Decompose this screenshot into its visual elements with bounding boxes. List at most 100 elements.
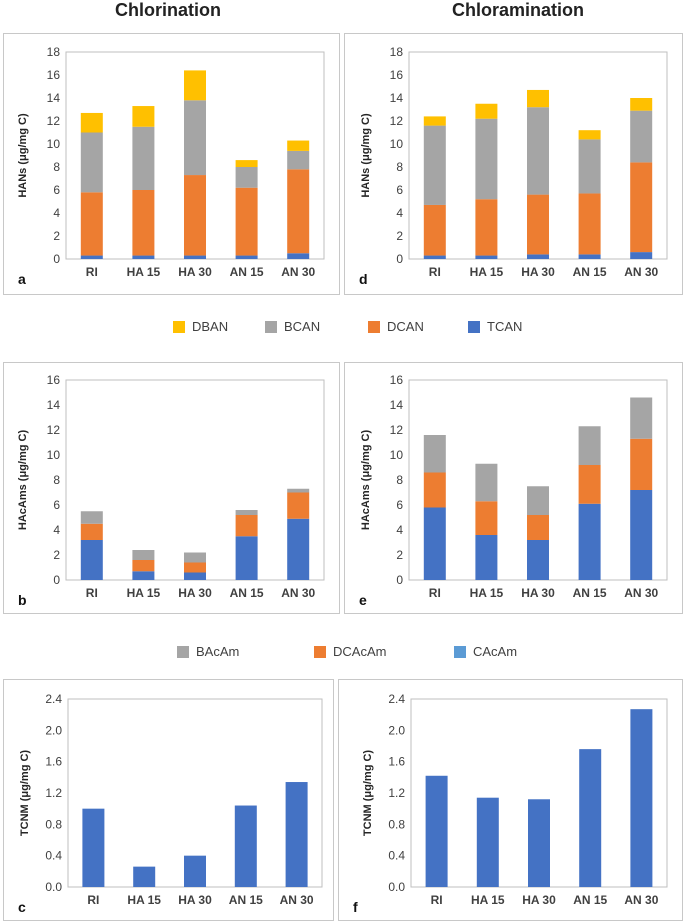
bar-bacam — [235, 510, 258, 515]
bar-tcnm — [82, 808, 105, 887]
bar-tcan — [80, 255, 103, 259]
bar-bcan — [475, 118, 498, 200]
bar-cacam — [184, 572, 206, 580]
chart-panel-c: 0.0 0.4 0.8 1.2 1.6 2.0 2.4 TCNM (μg/mg C) c RI HA… — [3, 679, 334, 921]
legend-item-dcan: DCAN — [368, 319, 424, 334]
bar-dban — [80, 112, 103, 133]
x-tick-label: AN 15 — [573, 265, 607, 279]
x-tick-label: AN 15 — [230, 265, 264, 279]
bar-tcan — [527, 254, 549, 259]
y-axis-label: TCNM (μg/mg C) — [362, 750, 374, 836]
legend-item-dban: DBAN — [173, 319, 228, 334]
bar-tcan — [630, 252, 653, 259]
bar-cacam — [423, 507, 446, 580]
y-tick-label: 8 — [396, 160, 403, 174]
dcacam-swatch — [314, 645, 326, 658]
bar-tcan — [184, 255, 206, 259]
bar-cacam — [475, 535, 498, 580]
y-tick-label: 0.8 — [45, 817, 62, 831]
x-tick-label: HA 30 — [521, 265, 555, 279]
x-tick-label: HA 15 — [127, 265, 161, 279]
bar-bacam — [527, 486, 549, 515]
bar-bacam — [630, 397, 653, 439]
bar-cacam — [80, 540, 103, 580]
bar-dcan — [184, 175, 206, 256]
chart-d: 0 2 4 6 8 10 12 14 16 18 HANs (μg/mg C) d RI HA 15 HA … — [359, 45, 668, 287]
bar-dcan — [80, 192, 103, 256]
bar-dcan — [630, 162, 653, 253]
y-tick-label: 0.0 — [388, 880, 405, 894]
bar-tcnm — [234, 805, 257, 887]
bar-dcacam — [475, 501, 498, 535]
bar-dcan — [527, 194, 549, 255]
bar-bcan — [578, 139, 601, 194]
y-tick-label: 6 — [53, 498, 60, 512]
legend-item-tcan: TCAN — [468, 319, 522, 334]
x-tick-label: AN 15 — [573, 586, 607, 600]
legend-label: BCAN — [284, 319, 321, 334]
y-tick-label: 16 — [47, 373, 61, 387]
x-tick-label: AN 30 — [280, 893, 314, 907]
y-tick-label: 0.4 — [45, 849, 62, 863]
y-axis-label: HANs (μg/mg C) — [360, 113, 372, 198]
y-tick-label: 4 — [396, 206, 403, 220]
y-tick-label: 10 — [390, 448, 404, 462]
y-tick-label: 0 — [53, 573, 60, 587]
bar-tcan — [475, 255, 498, 259]
cacam-swatch — [454, 645, 466, 658]
bar-dcacam — [235, 515, 258, 537]
bar-bacam — [80, 511, 103, 524]
legend-label: BAcAm — [196, 644, 240, 659]
y-tick-label: 1.6 — [388, 755, 405, 769]
x-tick-label: HA 15 — [470, 265, 504, 279]
y-tick-label: 12 — [390, 423, 404, 437]
y-tick-label: 0.4 — [388, 849, 405, 863]
bcan-swatch — [265, 320, 277, 333]
x-tick-label: AN 30 — [281, 586, 315, 600]
y-tick-label: 4 — [53, 206, 60, 220]
bar-tcan — [578, 254, 601, 259]
x-tick-label: RI — [431, 893, 443, 907]
y-tick-label: 12 — [390, 114, 404, 128]
y-tick-label: 12 — [47, 423, 61, 437]
chloramination-title: Chloramination — [451, 0, 584, 20]
bacam-swatch — [177, 645, 189, 658]
bar-bcan — [287, 150, 310, 170]
x-tick-label: HA 30 — [178, 586, 212, 600]
y-tick-label: 10 — [390, 137, 404, 151]
chart-panel-a: 0 2 4 6 8 10 12 14 16 18 HANs (μg/mg C) a RI HA 15 HA … — [3, 33, 340, 295]
x-tick-label: AN 30 — [281, 265, 315, 279]
y-tick-label: 8 — [53, 473, 60, 487]
y-tick-label: 2.4 — [388, 692, 405, 706]
y-tick-label: 16 — [390, 373, 404, 387]
bar-tcnm — [630, 709, 653, 887]
bar-tcan — [132, 255, 155, 259]
bar-cacam — [287, 518, 310, 580]
bar-dcan — [578, 193, 601, 255]
bar-bacam — [184, 552, 206, 563]
legend-item-bacam: BAcAm — [177, 644, 239, 659]
bar-bcan — [423, 125, 446, 205]
bar-dcan — [287, 169, 310, 254]
y-axis-label: HANs (μg/mg C) — [17, 113, 29, 198]
panel-letter: a — [18, 271, 26, 287]
y-tick-label: 18 — [390, 45, 404, 59]
y-tick-label: 2.0 — [45, 723, 62, 737]
bar-bacam — [578, 426, 601, 465]
y-tick-label: 4 — [396, 523, 403, 537]
chart-a: 0 2 4 6 8 10 12 14 16 18 HANs (μg/mg C) a RI HA 15 HA … — [17, 45, 325, 287]
y-tick-label: 14 — [390, 398, 404, 412]
x-tick-label: AN 15 — [230, 586, 264, 600]
y-tick-label: 2.0 — [388, 723, 405, 737]
y-tick-label: 1.2 — [45, 786, 62, 800]
bar-dcacam — [132, 560, 155, 572]
legend-label: TCAN — [487, 319, 523, 334]
y-tick-label: 0.8 — [388, 817, 405, 831]
y-tick-label: 1.6 — [45, 755, 62, 769]
y-tick-label: 2 — [396, 229, 403, 243]
bar-cacam — [132, 571, 155, 580]
bar-bcan — [80, 132, 103, 193]
bar-dban — [630, 98, 653, 111]
bar-tcnm — [476, 797, 499, 887]
bar-dcacam — [630, 438, 653, 490]
